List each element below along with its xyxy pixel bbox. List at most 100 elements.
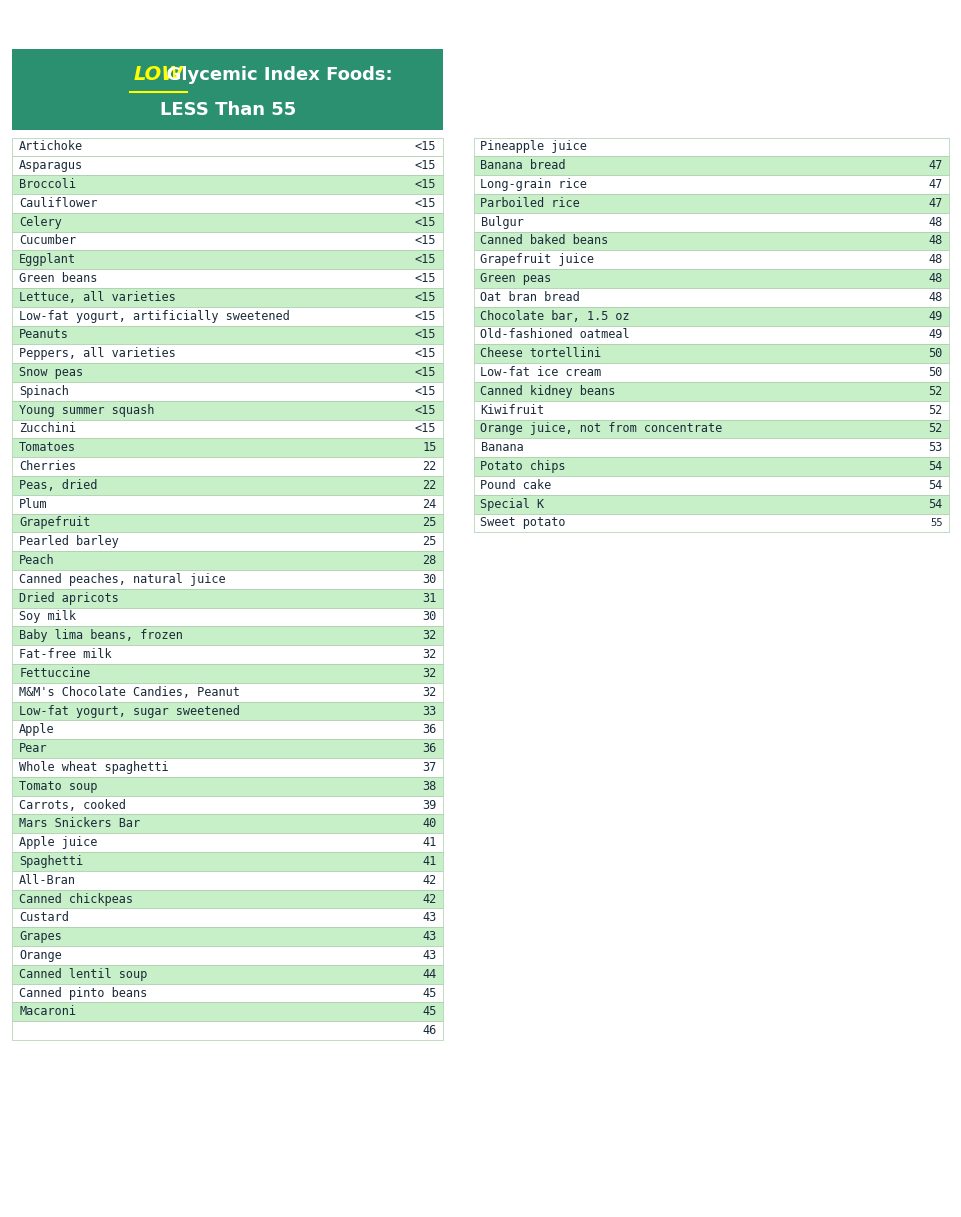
- Bar: [12, 156, 443, 175]
- Text: Snow peas: Snow peas: [19, 366, 84, 378]
- Text: 32: 32: [422, 649, 436, 661]
- Bar: [12, 871, 443, 890]
- Bar: [12, 344, 443, 363]
- Text: 41: 41: [422, 854, 436, 868]
- Text: LESS Than 55: LESS Than 55: [160, 101, 296, 119]
- Text: Macaroni: Macaroni: [19, 1005, 76, 1019]
- Bar: [474, 495, 949, 514]
- Text: Orange juice, not from concentrate: Orange juice, not from concentrate: [480, 422, 723, 436]
- Text: Artichoke: Artichoke: [19, 140, 84, 153]
- Bar: [12, 1021, 443, 1041]
- Bar: [12, 458, 443, 476]
- Text: Young summer squash: Young summer squash: [19, 404, 155, 416]
- Text: Canned chickpeas: Canned chickpeas: [19, 892, 134, 905]
- Bar: [12, 420, 443, 438]
- Text: Cucumber: Cucumber: [19, 235, 76, 247]
- Bar: [474, 382, 949, 400]
- Bar: [12, 213, 443, 231]
- Text: 22: 22: [422, 460, 436, 473]
- Bar: [12, 946, 443, 965]
- Text: Broccoli: Broccoli: [19, 178, 76, 191]
- Text: Potato chips: Potato chips: [480, 460, 566, 473]
- Text: Pound cake: Pound cake: [480, 478, 552, 492]
- Bar: [12, 138, 443, 156]
- Text: Peas, dried: Peas, dried: [19, 478, 98, 492]
- Bar: [12, 400, 443, 420]
- Text: 48: 48: [928, 253, 943, 267]
- Text: Tomato soup: Tomato soup: [19, 780, 98, 792]
- Text: 45: 45: [422, 987, 436, 999]
- Text: Carrots, cooked: Carrots, cooked: [19, 798, 126, 812]
- Bar: [12, 570, 443, 589]
- Text: Spinach: Spinach: [19, 385, 69, 398]
- Text: Chocolate bar, 1.5 oz: Chocolate bar, 1.5 oz: [480, 309, 630, 323]
- Text: 52: 52: [928, 404, 943, 416]
- Text: 40: 40: [422, 818, 436, 830]
- Text: Fettuccine: Fettuccine: [19, 667, 90, 680]
- Bar: [12, 194, 443, 213]
- Bar: [474, 458, 949, 476]
- Bar: [12, 965, 443, 983]
- Bar: [12, 701, 443, 720]
- Text: 47: 47: [928, 159, 943, 173]
- Text: Dried apricots: Dried apricots: [19, 591, 119, 605]
- Text: <15: <15: [415, 253, 436, 267]
- Bar: [474, 194, 949, 213]
- Text: Oat bran bread: Oat bran bread: [480, 291, 580, 304]
- Text: 42: 42: [422, 874, 436, 887]
- Text: Asparagus: Asparagus: [19, 159, 84, 173]
- Text: 41: 41: [422, 836, 436, 849]
- Bar: [12, 776, 443, 796]
- Text: 36: 36: [422, 723, 436, 736]
- Bar: [474, 251, 949, 269]
- Bar: [12, 49, 443, 130]
- Text: 50: 50: [928, 366, 943, 378]
- Bar: [474, 363, 949, 382]
- Text: <15: <15: [415, 197, 436, 209]
- Text: 25: 25: [422, 535, 436, 549]
- Bar: [474, 420, 949, 438]
- Bar: [12, 983, 443, 1003]
- Bar: [12, 495, 443, 514]
- Text: Tomatoes: Tomatoes: [19, 442, 76, 454]
- Text: Apple juice: Apple juice: [19, 836, 98, 849]
- Bar: [12, 269, 443, 288]
- Text: 24: 24: [422, 498, 436, 511]
- Text: Pineapple juice: Pineapple juice: [480, 140, 587, 153]
- Text: Low-fat yogurt, artificially sweetened: Low-fat yogurt, artificially sweetened: [19, 309, 290, 323]
- Text: Grapefruit juice: Grapefruit juice: [480, 253, 595, 267]
- Text: 28: 28: [422, 554, 436, 567]
- Text: <15: <15: [415, 385, 436, 398]
- Text: 47: 47: [928, 178, 943, 191]
- Bar: [474, 438, 949, 458]
- Text: 36: 36: [422, 742, 436, 755]
- Text: Canned baked beans: Canned baked beans: [480, 235, 608, 247]
- Text: 37: 37: [422, 761, 436, 774]
- Bar: [474, 307, 949, 325]
- Bar: [12, 175, 443, 194]
- Bar: [12, 231, 443, 251]
- Bar: [474, 213, 949, 231]
- Text: Low-fat ice cream: Low-fat ice cream: [480, 366, 602, 378]
- Text: <15: <15: [415, 140, 436, 153]
- Bar: [12, 796, 443, 814]
- Bar: [12, 551, 443, 570]
- Bar: [12, 363, 443, 382]
- Text: <15: <15: [415, 422, 436, 436]
- Text: Long-grain rice: Long-grain rice: [480, 178, 587, 191]
- Text: <15: <15: [415, 347, 436, 360]
- Text: 48: 48: [928, 235, 943, 247]
- Bar: [474, 476, 949, 495]
- Text: Pearled barley: Pearled barley: [19, 535, 119, 549]
- Bar: [12, 251, 443, 269]
- Text: 47: 47: [928, 197, 943, 209]
- Text: 32: 32: [422, 629, 436, 643]
- Text: Whole wheat spaghetti: Whole wheat spaghetti: [19, 761, 169, 774]
- Text: 43: 43: [422, 912, 436, 925]
- Bar: [12, 307, 443, 325]
- Bar: [12, 908, 443, 927]
- Bar: [474, 514, 949, 532]
- Text: Lettuce, all varieties: Lettuce, all varieties: [19, 291, 176, 304]
- Bar: [474, 138, 949, 156]
- Text: Baby lima beans, frozen: Baby lima beans, frozen: [19, 629, 184, 643]
